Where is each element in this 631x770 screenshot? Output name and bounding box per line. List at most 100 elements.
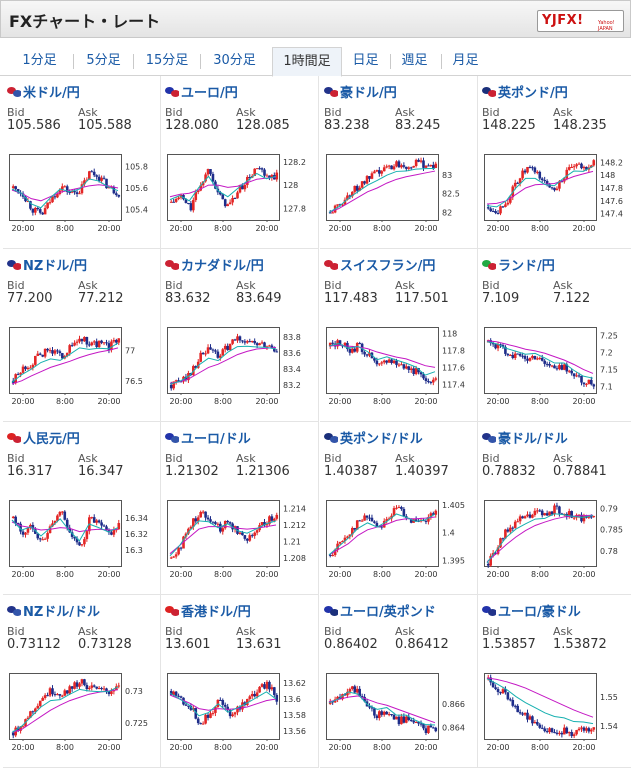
candle-body [531, 356, 534, 358]
candle-body [400, 165, 403, 168]
pair-link[interactable]: ユーロ/英ポンド [340, 605, 436, 620]
candle-body [211, 521, 215, 523]
candle-body [194, 192, 198, 201]
candle-body [575, 730, 578, 735]
tab-8[interactable]: 月足 [452, 53, 479, 68]
y-tick-label: 128 [283, 181, 298, 190]
candle-body [172, 691, 175, 695]
moving-average-short [11, 178, 119, 209]
pair-link[interactable]: NZドル/円 [23, 259, 88, 274]
y-tick-label: 0.866 [442, 700, 465, 709]
candle-body [582, 516, 586, 522]
candle-body [189, 705, 193, 710]
candle-body [192, 200, 195, 211]
pair-link[interactable]: NZドル/ドル [23, 605, 101, 620]
tab-5[interactable]: 1時間足 [272, 47, 342, 77]
candle-body [243, 184, 247, 190]
candle-body [90, 342, 94, 346]
candle-body [328, 342, 332, 347]
pair-link[interactable]: スイスフラン/円 [340, 259, 436, 274]
candle-body [499, 538, 502, 548]
x-tick-label: 20:00 [328, 743, 351, 752]
candle-body [392, 508, 396, 516]
plot-frame [167, 154, 280, 221]
ask-label: Ask [553, 279, 573, 292]
rate-card: カナダドル/円 Bid Ask 83.632 83.649 83.8 83.6 83.4 83.… [161, 249, 319, 422]
candle-body [358, 187, 361, 191]
candle-body [14, 516, 17, 523]
pair-link[interactable]: ユーロ/豪ドル [498, 605, 581, 620]
candle-body [378, 170, 381, 174]
pair-link[interactable]: 米ドル/円 [23, 86, 80, 101]
pair-link[interactable]: 英ポンド/円 [498, 86, 568, 101]
pair-link[interactable]: ユーロ/円 [181, 86, 238, 101]
x-tick-label: 20:00 [169, 743, 192, 752]
candle-body [380, 711, 384, 715]
plot-frame [167, 500, 280, 567]
page-title: FXチャート・レート [9, 12, 161, 31]
tab-3[interactable]: 15分足 [145, 53, 189, 68]
rate-card: スイスフラン/円 Bid Ask 117.483 117.501 118 117.8 117.… [320, 249, 478, 422]
pair-link[interactable]: 豪ドル/ドル [498, 432, 568, 447]
pair-link[interactable]: 香港ドル/円 [181, 605, 251, 620]
candle-chart: 1.405 1.4 1.395 20:00 8:00 20:00 [326, 500, 465, 579]
candle-body [187, 528, 190, 534]
bid-value: 0.86402 [324, 637, 378, 652]
candle-body [395, 507, 398, 509]
yjfx-logo[interactable]: YJFX! Yahoo! JAPAN [537, 10, 624, 32]
candle-body [201, 352, 205, 355]
moving-average-short [328, 167, 436, 213]
pair-link[interactable]: 豪ドル/円 [340, 86, 397, 101]
candle-body [80, 544, 84, 546]
candle-body [397, 161, 401, 168]
candle-body [51, 688, 54, 695]
rate-card: 英ポンド/円 Bid Ask 148.225 148.235 148.2 148 147.8 1… [478, 76, 631, 249]
candle-body [53, 694, 57, 696]
candle-body [206, 347, 210, 354]
candle-body [258, 168, 261, 170]
candle-body [51, 196, 54, 203]
tab-7[interactable]: 週足 [401, 53, 428, 68]
moving-average-short [11, 686, 119, 734]
candle-body [590, 729, 593, 732]
candle-body [88, 344, 91, 346]
tab-1[interactable]: 1分足 [22, 53, 57, 68]
candle-body [221, 194, 225, 200]
rate-card: ユーロ/英ポンド Bid Ask 0.86402 0.86412 0.866 0.864 20… [320, 595, 478, 768]
candle-body [427, 380, 430, 382]
pair-link[interactable]: ランド/円 [498, 259, 555, 274]
y-tick-label: 105.8 [125, 163, 148, 172]
candle-body [268, 516, 271, 525]
ask-label: Ask [395, 625, 415, 638]
pair-link[interactable]: カナダドル/円 [181, 259, 264, 274]
pair-link[interactable]: 英ポンド/ドル [340, 432, 423, 447]
candle-body [585, 728, 588, 731]
candle-body [65, 186, 69, 193]
tab-6[interactable]: 日足 [352, 53, 379, 68]
ask-value: 0.78841 [553, 464, 607, 479]
candle-body [580, 727, 583, 729]
candle-body [565, 169, 569, 179]
tab-2[interactable]: 5分足 [86, 53, 121, 68]
pair-link[interactable]: ユーロ/ドル [181, 432, 251, 447]
candle-body [248, 177, 252, 179]
ask-value: 1.53872 [553, 637, 607, 652]
candle-body [58, 351, 62, 354]
candle-body [24, 532, 27, 535]
candle-body [270, 687, 274, 690]
candle-body [558, 181, 561, 189]
pair-link[interactable]: 人民元/円 [23, 432, 80, 447]
candle-body [48, 350, 52, 352]
candle-body [187, 202, 190, 204]
y-tick-label: 16.3 [125, 546, 143, 555]
candle-body [260, 522, 264, 526]
candle-body [75, 538, 79, 543]
currency-flags-icon [7, 87, 21, 97]
candle-body [424, 378, 428, 381]
candle-body [41, 354, 44, 357]
candle-body [80, 184, 84, 194]
tab-4[interactable]: 30分足 [213, 53, 256, 68]
candle-body [31, 524, 35, 530]
candle-body [417, 368, 420, 373]
candle-body [184, 199, 188, 203]
